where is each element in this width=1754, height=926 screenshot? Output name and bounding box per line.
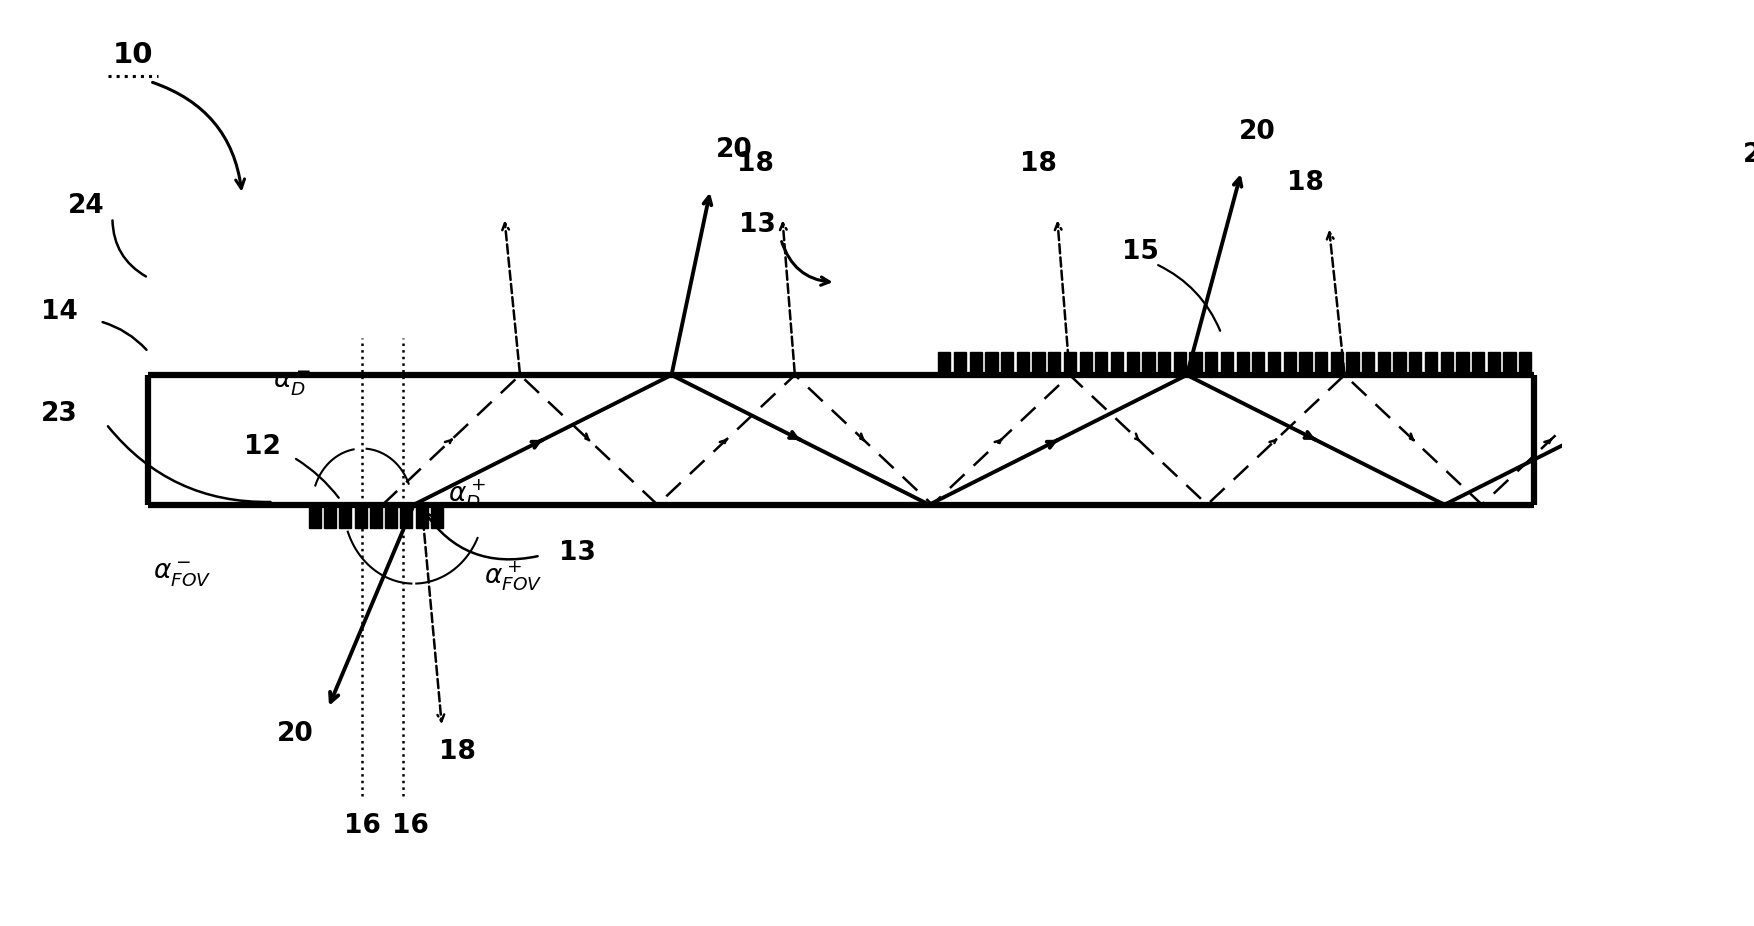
Bar (386, 505, 396, 528)
Bar (1049, 352, 1061, 375)
Text: 12: 12 (244, 433, 281, 459)
Bar (1316, 352, 1328, 375)
Bar (354, 505, 367, 528)
Bar (1094, 352, 1107, 375)
Bar (1002, 352, 1014, 375)
Bar (1408, 352, 1421, 375)
Bar (1079, 352, 1091, 375)
Text: 13: 13 (738, 211, 775, 237)
Bar (1110, 352, 1123, 375)
Bar (324, 505, 337, 528)
Bar (1347, 352, 1359, 375)
Bar (416, 505, 428, 528)
Bar (1142, 352, 1154, 375)
Bar (1363, 352, 1375, 375)
Bar (954, 352, 966, 375)
Bar (1237, 352, 1249, 375)
Bar (1221, 352, 1233, 375)
Bar (1158, 352, 1170, 375)
Bar (1205, 352, 1217, 375)
Bar (1065, 352, 1075, 375)
Bar (1284, 352, 1296, 375)
Bar (938, 352, 951, 375)
Text: 16: 16 (344, 813, 381, 839)
Bar (1173, 352, 1186, 375)
Bar (1252, 352, 1265, 375)
Bar (1189, 352, 1201, 375)
Bar (340, 505, 351, 528)
Bar (400, 505, 412, 528)
Bar (1017, 352, 1030, 375)
Text: 18: 18 (1287, 169, 1324, 195)
Text: 18: 18 (1021, 151, 1058, 177)
Text: 13: 13 (560, 540, 596, 566)
Bar (431, 505, 444, 528)
Bar (309, 505, 321, 528)
Text: 20: 20 (277, 720, 314, 746)
Bar (1519, 352, 1531, 375)
Bar (1424, 352, 1437, 375)
Text: 18: 18 (438, 739, 475, 765)
Bar (370, 505, 382, 528)
Text: 15: 15 (1121, 239, 1158, 265)
Text: 14: 14 (40, 299, 77, 325)
Text: 20: 20 (1743, 142, 1754, 168)
Text: 20: 20 (716, 137, 752, 163)
Bar (1331, 352, 1344, 375)
Text: 20: 20 (1238, 119, 1275, 144)
Text: $\alpha_D^+$: $\alpha_D^+$ (449, 478, 486, 511)
Bar (1300, 352, 1312, 375)
Bar (1503, 352, 1515, 375)
Bar (970, 352, 982, 375)
Text: 10: 10 (112, 42, 153, 69)
Bar (1456, 352, 1468, 375)
Bar (986, 352, 998, 375)
Bar (1126, 352, 1138, 375)
Bar (1033, 352, 1045, 375)
Bar (1440, 352, 1452, 375)
Bar (1268, 352, 1280, 375)
Bar (1472, 352, 1484, 375)
Bar (1393, 352, 1405, 375)
Text: 23: 23 (40, 401, 77, 427)
Bar (1487, 352, 1500, 375)
Text: 24: 24 (68, 193, 103, 219)
Bar (1379, 352, 1389, 375)
Text: $\alpha^+_{FOV}$: $\alpha^+_{FOV}$ (484, 559, 542, 593)
Text: $\alpha_D^-$: $\alpha_D^-$ (274, 368, 310, 396)
Text: 18: 18 (737, 151, 774, 177)
Text: $\alpha^-_{FOV}$: $\alpha^-_{FOV}$ (153, 559, 210, 588)
Text: 16: 16 (393, 813, 430, 839)
